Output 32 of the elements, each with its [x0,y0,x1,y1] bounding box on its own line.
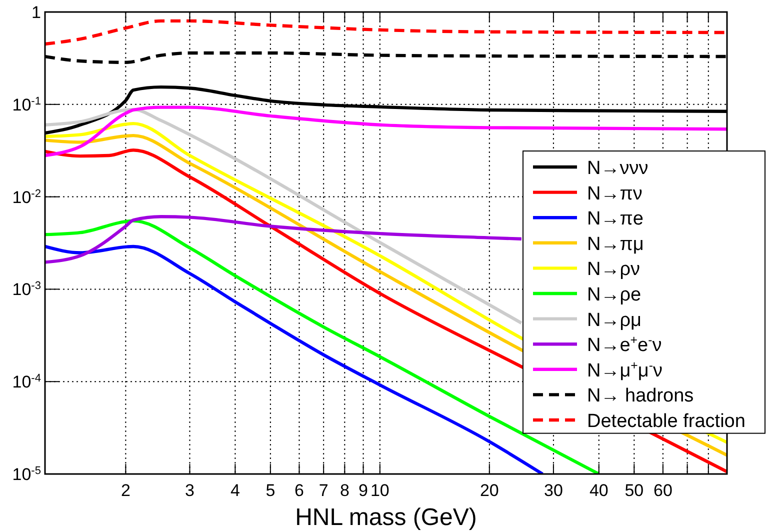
y-tick-label: 1 [32,3,41,22]
legend-label: N→ hadrons [587,386,694,407]
x-axis-title: HNL mass (GeV) [295,504,477,531]
x-tick-label: 4 [230,481,240,500]
x-tick-label: 50 [624,481,644,500]
x-tick-label: 7 [318,481,328,500]
y-tick-label: 10$^{-2}$ [12,188,41,207]
legend-label: Detectable fraction [587,411,746,432]
x-tick-label: 20 [480,481,499,500]
legend-label: N→πμ [587,234,644,255]
legend-label: N→μ$^{+}$μ$^{-}$ν [587,358,662,382]
y-tick-label: 10$^{-1}$ [12,95,41,114]
y-tick-label: 10$^{-3}$ [12,280,41,300]
x-tick-label: 60 [653,481,672,500]
legend-label: N→ρe [587,284,642,306]
x-tick-label: 30 [544,481,563,500]
x-tick-label: 6 [294,481,304,500]
legend-label: N→e$^{+}$e$^{-}$ν [587,333,662,356]
legend-label: N→πe [587,208,644,230]
x-tick-label: 10 [370,481,390,500]
x-tick-label: 8 [340,481,350,500]
legend-label: N→ννν [587,158,648,179]
x-tick-label: 9 [358,481,368,500]
legend-label: N→ρν [587,259,640,280]
legend-label: N→πν [587,183,642,204]
x-tick-label: 40 [589,481,608,500]
x-tick-label: 5 [266,481,276,500]
y-tick-label: 10$^{-5}$ [12,465,41,484]
x-tick-label: 3 [185,481,194,500]
legend-label: N→ρμ [587,310,642,331]
y-tick-label: 10$^{-4}$ [12,372,41,392]
x-tick-label: 2 [120,481,130,500]
